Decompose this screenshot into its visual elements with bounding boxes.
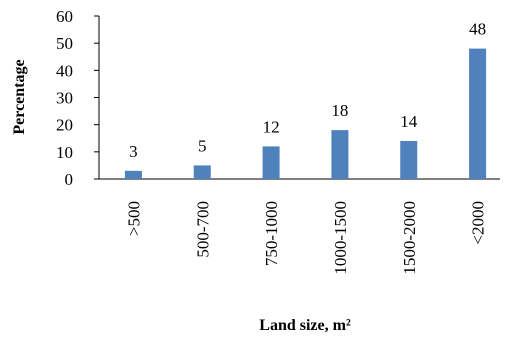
y-tick-label: 30 <box>56 89 73 108</box>
y-tick-label: 10 <box>56 143 73 162</box>
data-labels: 3 5 12 18 14 48 <box>129 20 486 161</box>
x-tick-label: >500 <box>124 201 143 236</box>
bar <box>193 165 211 179</box>
x-tick-label: 750-1000 <box>262 201 281 266</box>
bar <box>262 146 280 179</box>
bar <box>124 170 142 179</box>
x-tick-label: 500-700 <box>193 201 212 258</box>
y-tick-label: 60 <box>56 7 73 26</box>
x-axis-tick-labels: >500 500-700 750-1000 1000-1500 1500-2000 <20… <box>124 201 487 275</box>
bar <box>469 48 487 179</box>
bars <box>124 48 487 179</box>
x-tick-label: 1500-2000 <box>400 201 419 275</box>
data-label: 3 <box>129 142 138 161</box>
data-label: 18 <box>331 101 348 120</box>
y-tick-label: 0 <box>65 170 74 189</box>
bar <box>331 130 349 179</box>
data-label: 48 <box>469 20 486 39</box>
y-axis-ticks: 0 10 20 30 40 50 60 <box>56 7 99 189</box>
bar <box>400 140 418 179</box>
y-tick-label: 20 <box>56 116 73 135</box>
data-label: 14 <box>400 112 418 131</box>
y-axis-title: Percentage <box>11 59 28 134</box>
x-axis-title: Land size, m² <box>259 317 351 334</box>
data-label: 12 <box>263 117 280 136</box>
x-tick-label: 1000-1500 <box>331 201 350 275</box>
y-tick-label: 50 <box>56 34 73 53</box>
data-label: 5 <box>198 136 207 155</box>
y-tick-label: 40 <box>56 61 73 80</box>
x-tick-label: <2000 <box>469 201 488 245</box>
